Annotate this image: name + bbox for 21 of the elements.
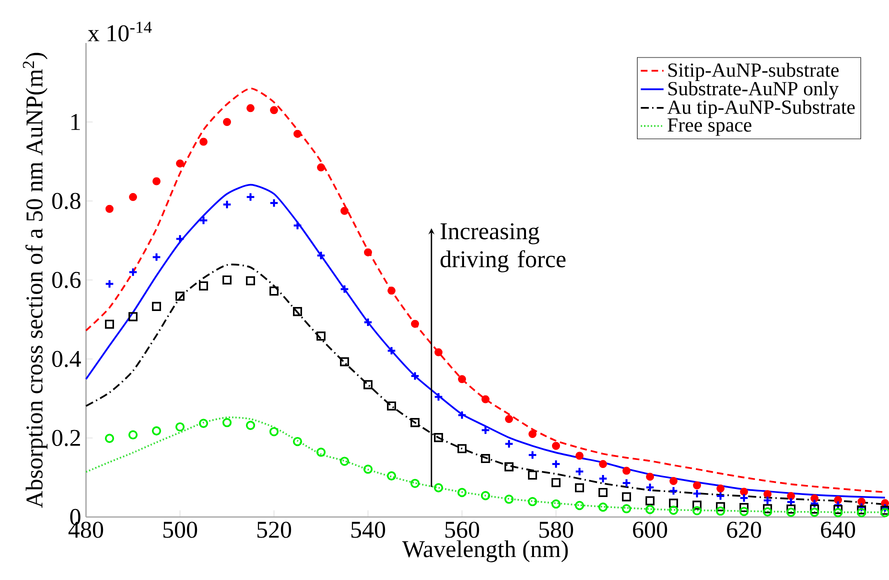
- y-tick-label: 0.8: [52, 192, 80, 210]
- annotation: Increasing driving force: [440, 223, 566, 272]
- legend-label: Sitip-AuNP-substrate: [668, 62, 839, 81]
- text: x 10$^{-14}$: [88, 22, 152, 42]
- x-axis-title: Wavelength (nm): [402, 540, 568, 562]
- x-tick-label: 500: [163, 522, 198, 538]
- legend-label: Au tip-AuNP-Substrate: [667, 100, 855, 118]
- y-axis-title: Absorption cross section of a 50 nm AuNP(m$^{2}$): [22, 52, 48, 508]
- x-tick-label: 600: [633, 522, 668, 538]
- x-tick-label: 520: [257, 522, 292, 538]
- y-tick-label: 0.2: [52, 430, 80, 446]
- x-tick-label: 560: [445, 522, 480, 538]
- x-tick-label: 540: [351, 522, 386, 538]
- y-tick-label: 1: [71, 114, 80, 130]
- x-tick-label: 620: [727, 522, 762, 538]
- legend-label: Substrate-AuNP only: [668, 81, 839, 100]
- y-tick-label: 0.4: [52, 350, 81, 368]
- y-tick-label: 0.6: [52, 272, 81, 288]
- x-tick-label: 640: [821, 522, 856, 538]
- x-tick-label: 580: [539, 522, 574, 538]
- legend-label: Free space: [668, 118, 752, 136]
